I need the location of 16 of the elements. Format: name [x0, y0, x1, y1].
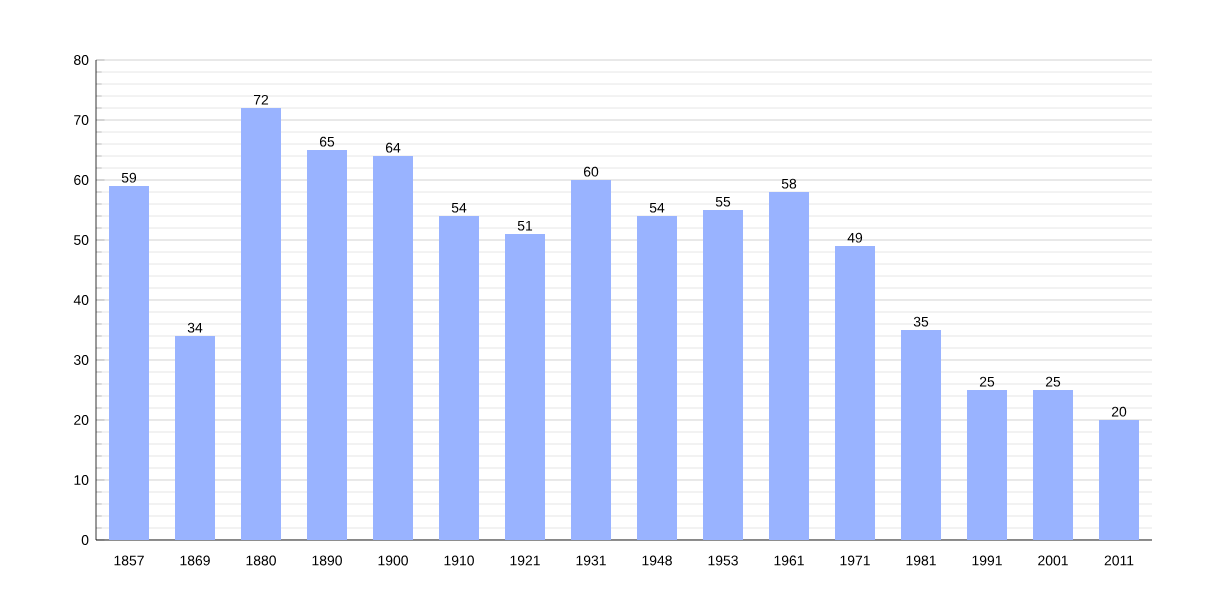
bar	[373, 156, 413, 540]
bar	[439, 216, 479, 540]
bar	[241, 108, 281, 540]
bar	[571, 180, 612, 540]
bar	[967, 390, 1008, 540]
bar	[1033, 390, 1074, 540]
bar	[703, 210, 744, 540]
bar	[835, 246, 876, 540]
bar	[505, 234, 546, 540]
bar	[637, 216, 678, 540]
bar	[901, 330, 942, 540]
bar	[307, 150, 347, 540]
bar	[109, 186, 149, 540]
bar	[1099, 420, 1140, 540]
bar	[769, 192, 810, 540]
bar	[175, 336, 215, 540]
